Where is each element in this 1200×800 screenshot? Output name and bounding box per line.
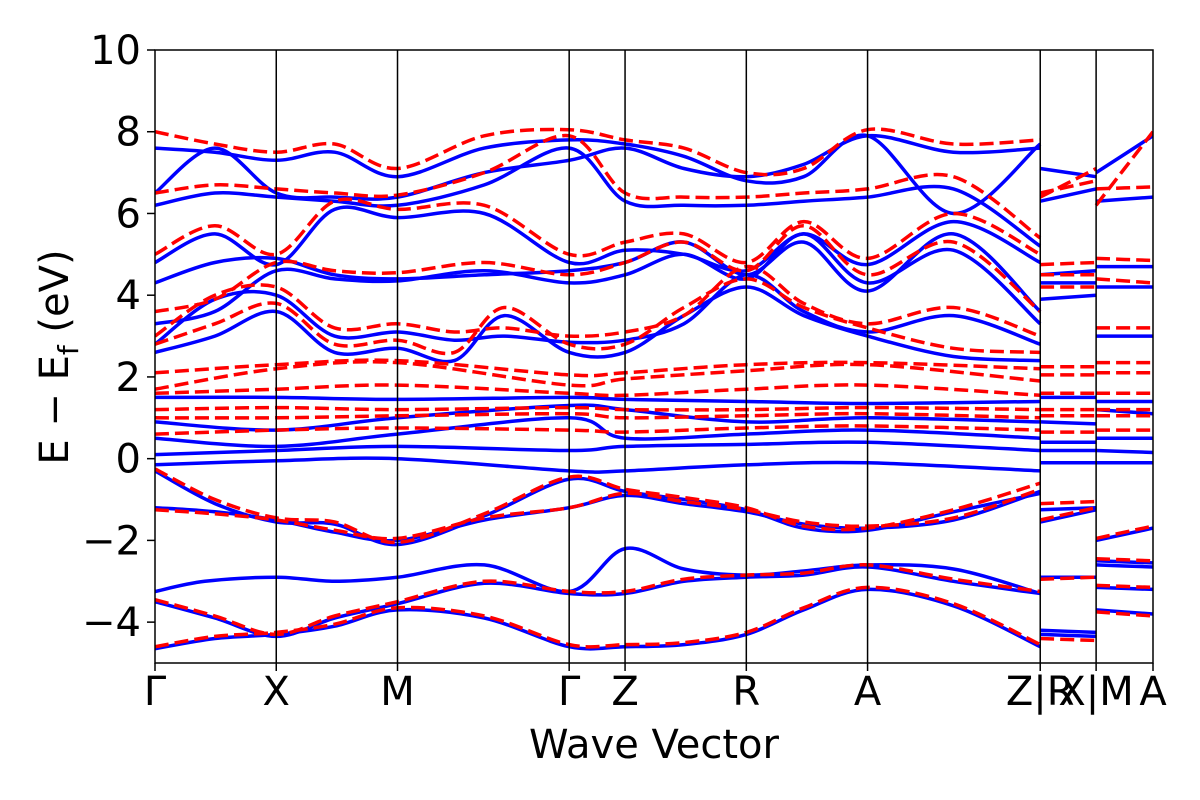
band-line	[1039, 505, 1097, 522]
band-line	[1040, 575, 1097, 581]
x-tick-label: R	[732, 669, 760, 715]
x-tick-label: Z	[611, 669, 638, 715]
x-tick-label: A	[854, 669, 882, 715]
band-line	[1039, 187, 1097, 203]
y-axis: −4 −2 0 2 4 6 8 10	[82, 28, 155, 646]
band-line	[1095, 610, 1153, 618]
band-line	[1095, 608, 1153, 616]
band-line	[1094, 130, 1153, 207]
y-tick-label: 2	[116, 355, 141, 401]
x-axis: Γ X M Γ Z R A Z|RX|M A	[144, 663, 1167, 715]
band-line	[155, 360, 1041, 391]
band-line	[1039, 166, 1097, 179]
x-tick-label: X|M	[1058, 669, 1133, 715]
band-line	[155, 487, 1041, 541]
band-line	[1096, 557, 1153, 563]
band-line	[155, 358, 1041, 378]
band-line	[155, 197, 1041, 265]
band-line	[1096, 563, 1153, 569]
band-line	[1096, 256, 1153, 263]
y-axis-title-unit: (eV)	[32, 249, 78, 345]
band-line	[1039, 179, 1097, 195]
band-line	[155, 587, 1041, 651]
band-line	[1040, 293, 1097, 302]
x-tick-label: X	[263, 669, 290, 715]
band-line	[1095, 195, 1153, 203]
band-line	[1096, 448, 1153, 455]
band-line	[155, 563, 1041, 637]
bands-layer	[155, 127, 1153, 651]
y-axis-title-subscript: f	[52, 344, 85, 355]
band-line	[1095, 277, 1153, 285]
y-tick-label: 0	[116, 437, 141, 483]
band-line	[155, 223, 1042, 314]
band-line	[1040, 636, 1097, 643]
band-line	[1095, 524, 1153, 541]
band-line	[155, 469, 1041, 547]
band-line	[155, 264, 1041, 338]
band-line	[155, 395, 1041, 406]
y-tick-label: 4	[116, 273, 141, 319]
x-tick-label: A	[1139, 669, 1167, 715]
y-tick-label: −4	[82, 600, 141, 646]
band-line	[1039, 166, 1097, 199]
band-line	[155, 232, 1042, 326]
kpoint-lines	[275, 50, 1097, 663]
band-line	[1039, 508, 1097, 524]
x-tick-label: Γ	[144, 669, 167, 715]
x-axis-title: Wave Vector	[529, 722, 780, 768]
y-tick-label: −2	[82, 518, 141, 564]
y-tick-label: 6	[116, 191, 141, 237]
band-line	[1096, 583, 1153, 590]
band-line	[155, 405, 1041, 412]
y-axis-title: E − Ef (eV)	[32, 249, 85, 464]
band-line	[155, 133, 1042, 216]
band-line	[1040, 420, 1097, 426]
band-line	[1040, 628, 1097, 635]
band-line	[1040, 260, 1097, 267]
band-line	[1095, 526, 1153, 543]
band-line	[1096, 585, 1153, 592]
band-line	[155, 467, 1041, 545]
band-line	[1096, 185, 1153, 191]
band-line	[1040, 632, 1097, 639]
x-tick-label: M	[380, 669, 415, 715]
band-line	[155, 383, 1041, 398]
band-line	[155, 273, 1041, 346]
band-line	[155, 456, 1041, 474]
plot-frame	[154, 49, 1154, 664]
y-axis-title-main: E − E	[32, 355, 78, 465]
band-line	[155, 440, 1041, 457]
y-tick-label: 8	[116, 110, 141, 156]
band-line	[1040, 499, 1097, 506]
y-tick-label: 10	[90, 28, 141, 74]
x-tick-label: Γ	[558, 669, 581, 715]
band-line	[155, 133, 1042, 240]
x-tick-label: Z|R	[1006, 669, 1075, 715]
band-line	[1096, 559, 1153, 565]
